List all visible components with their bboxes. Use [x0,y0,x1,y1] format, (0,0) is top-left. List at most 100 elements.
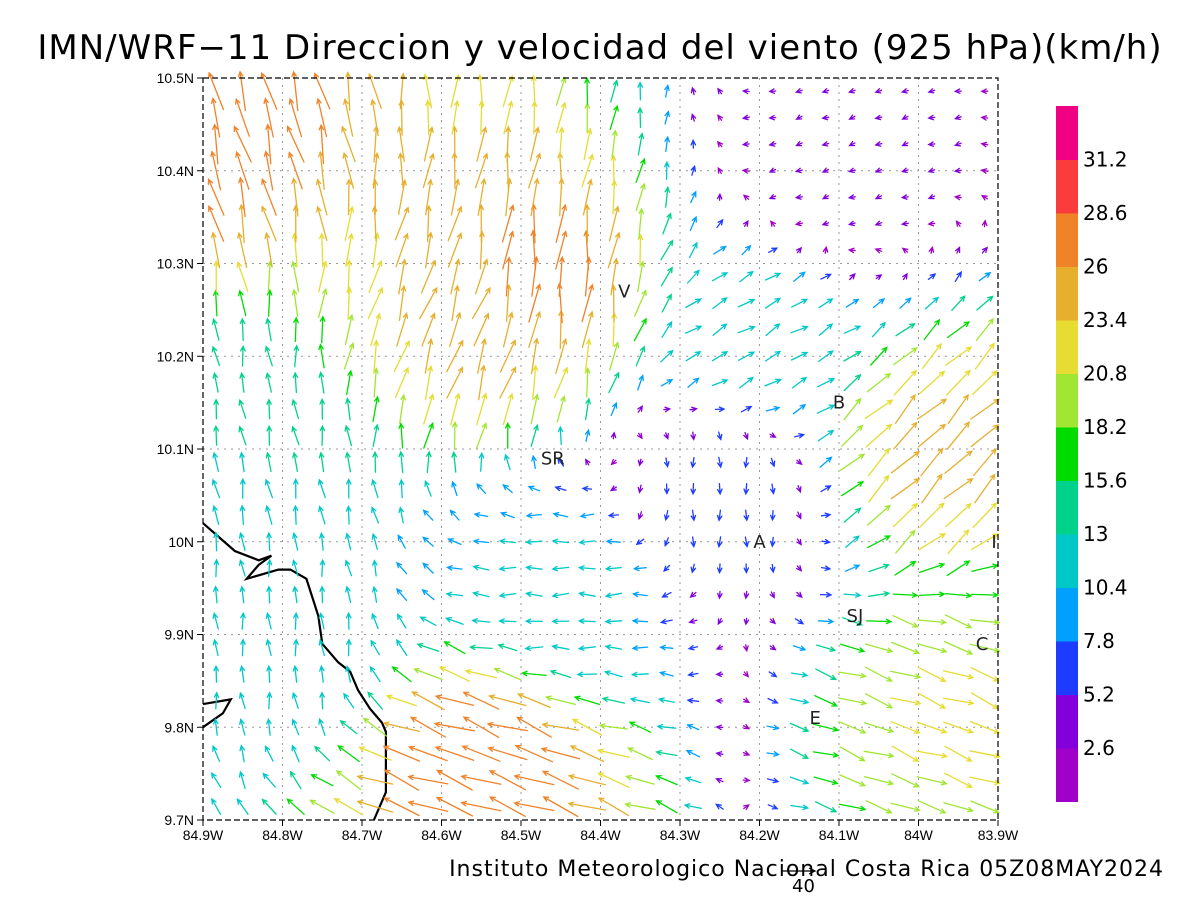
wind-arrow [712,323,728,336]
wind-arrow [335,770,362,791]
wind-arrow [768,114,777,121]
wind-arrow [419,616,437,626]
wind-arrow [422,152,435,189]
wind-arrow [865,423,893,448]
wind-arrow [498,565,517,572]
wind-arrow [239,718,246,736]
y-tick-label: 9.7N [164,812,194,828]
wind-arrow [889,697,922,706]
wind-arrow [398,422,405,449]
wind-arrow [970,667,1000,682]
wind-arrow [946,421,971,450]
wind-arrow [493,667,522,681]
wind-arrow [867,447,890,477]
wind-arrow [839,774,867,787]
wind-arrow [516,693,551,709]
wind-arrow [683,803,703,810]
wind-arrow [743,804,750,811]
wind-arrow [598,723,629,730]
wind-arrow [980,194,988,201]
wind-arrow [450,258,461,295]
wind-arrow [863,722,895,734]
x-tick-label: 84.3W [660,827,701,843]
wind-arrow [476,126,488,162]
wind-arrow [838,671,867,679]
wind-arrow [822,245,829,254]
wind-arrow [743,563,750,575]
wind-arrow [579,512,595,519]
wind-arrow [717,617,724,626]
wind-arrow [843,507,862,523]
map-title: IMN/WRF−11 Direccion y velocidad del vie… [37,28,1163,68]
wind-arrow [395,561,408,575]
wind-arrow [499,511,515,519]
wind-arrow [601,696,626,704]
wind-arrow [715,644,724,650]
wind-arrow [814,694,839,707]
wind-arrow [790,671,809,678]
wind-arrow [472,591,490,598]
wind-arrow [356,800,394,813]
wind-arrow [210,771,222,788]
wind-arrow [659,618,673,625]
wind-arrow [663,457,670,468]
wind-arrow [944,450,973,474]
wind-arrow [690,138,697,149]
wind-arrow [975,317,995,342]
wind-arrow [502,311,514,348]
wind-arrow [685,350,702,362]
wind-arrow [715,803,724,810]
wind-arrow [212,123,219,165]
wind-arrow [319,558,326,577]
wind-arrow [741,88,750,95]
wind-arrow [584,203,590,244]
wind-arrow [423,126,434,162]
wind-arrow [662,212,672,235]
wind-arrow [346,178,352,216]
wind-arrow [947,528,970,555]
wind-arrow [513,774,555,786]
wind-arrow [345,611,352,630]
wind-arrow [532,364,539,401]
wind-arrow [212,504,220,525]
wind-arrow [717,114,724,121]
wind-arrow [584,76,590,105]
colorbar-swatch [1056,320,1078,374]
wind-arrow [555,337,568,374]
wind-arrow [315,178,328,216]
wind-arrow [524,565,543,571]
wind-arrow [266,585,272,604]
wind-arrow [425,204,432,243]
wind-arrow [654,774,678,786]
wind-arrow [425,450,432,474]
wind-arrow [369,665,381,683]
wind-arrow [737,325,756,334]
colorbar-swatch [1056,266,1078,321]
wind-arrow [927,114,936,121]
wind-arrow [687,644,699,651]
y-tick-label: 10.3N [157,256,194,272]
wind-arrow [819,456,833,468]
wind-arrow [686,269,700,284]
wind-arrow [446,366,464,399]
wind-arrow [634,289,647,317]
wind-arrow [475,422,488,449]
wind-arrow [487,746,528,761]
place-label: C [976,634,989,655]
wind-arrow [383,769,420,791]
wind-arrow [927,141,936,147]
wind-arrow [581,153,594,188]
wind-arrow [317,478,326,499]
wind-arrow [529,126,540,162]
wind-arrow [238,398,247,419]
wind-arrow [976,295,994,311]
wind-arrow [893,421,918,450]
wind-arrow [690,456,696,469]
wind-arrow [892,502,919,528]
wind-arrow [901,247,909,254]
wind-arrow [238,558,246,577]
wind-arrow [213,259,220,293]
wind-arrow [524,618,543,625]
wind-arrow [211,797,222,816]
wind-arrow [372,450,378,473]
